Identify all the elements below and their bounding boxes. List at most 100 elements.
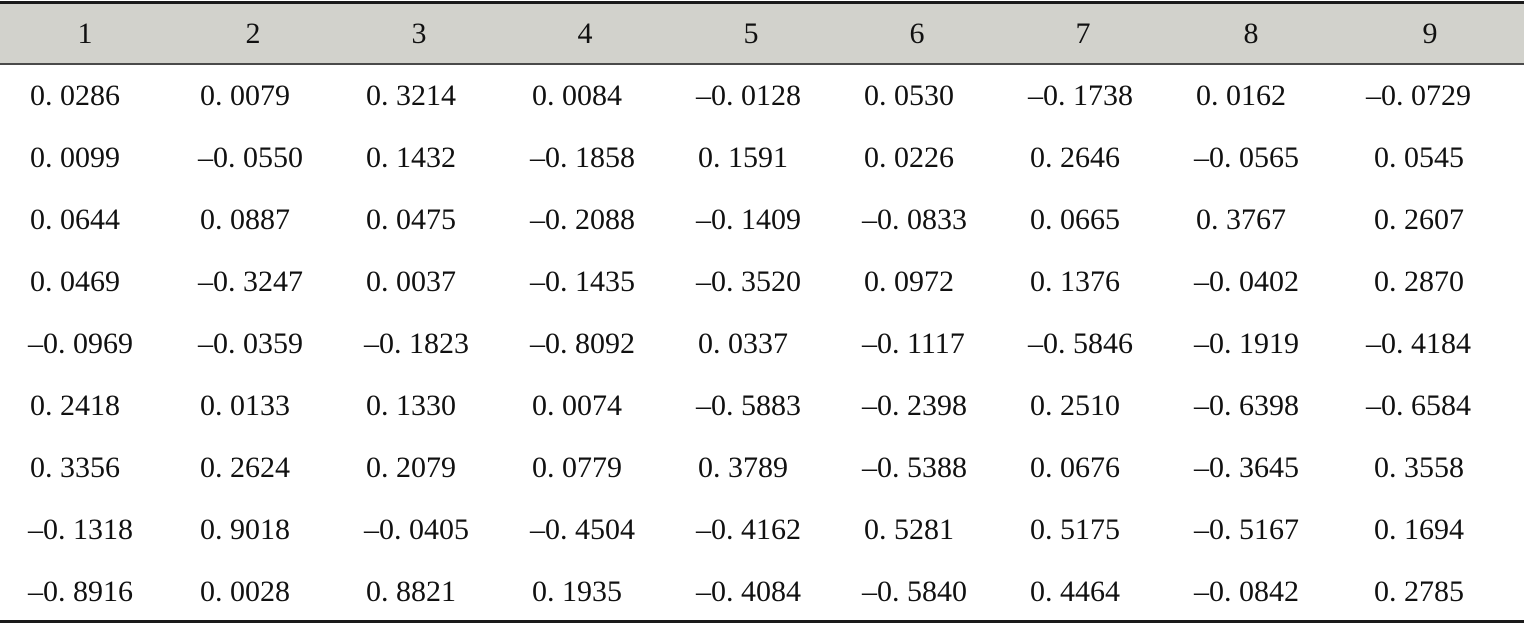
table-row: –0. 8916 0. 0028 0. 8821 0. 1935 –0. 4084 –0.… (0, 561, 1524, 623)
table-cell: 0. 0475 (366, 203, 456, 236)
table-cell: 0. 3214 (366, 79, 456, 112)
table-header-row: 1 2 3 4 5 6 7 8 9 (0, 4, 1524, 65)
table-cell: –0. 0405 (364, 513, 469, 546)
table-cell: 0. 0162 (1196, 79, 1286, 112)
table-cell: 0. 3356 (30, 451, 120, 484)
table-row: 0. 0469 –0. 3247 0. 0037 –0. 1435 –0. 3520 0.… (0, 251, 1524, 313)
table-cell: 0. 1376 (1030, 265, 1120, 298)
table-cell: –0. 0128 (696, 79, 801, 112)
table-cell: –0. 1919 (1194, 327, 1299, 360)
table-row: 0. 0644 0. 0887 0. 0475 –0. 2088 –0. 1409 –0.… (0, 189, 1524, 251)
table-cell: 0. 2510 (1030, 389, 1120, 422)
column-header-8: 8 (1243, 16, 1259, 50)
table-row: –0. 1318 0. 9018 –0. 0405 –0. 4504 –0. 4162 0… (0, 499, 1524, 561)
table-cell: –0. 8916 (28, 575, 133, 608)
table-bottom-rule (0, 620, 1524, 623)
table-cell: 0. 3558 (1374, 451, 1464, 484)
table-cell: 0. 0226 (864, 141, 954, 174)
table-row: 0. 2418 0. 0133 0. 1330 0. 0074 –0. 5883 –0. … (0, 375, 1524, 437)
table-cell: 0. 5175 (1030, 513, 1120, 546)
table-cell: 0. 0972 (864, 265, 954, 298)
table-cell: –0. 5167 (1194, 513, 1299, 546)
table-cell: 0. 2870 (1374, 265, 1464, 298)
table-cell: 0. 0779 (532, 451, 622, 484)
table-cell: 0. 1694 (1374, 513, 1464, 546)
table-cell: 0. 0545 (1374, 141, 1464, 174)
table-cell: 0. 2418 (30, 389, 120, 422)
table-cell: 0. 3789 (698, 451, 788, 484)
table-cell: 0. 1591 (698, 141, 788, 174)
table-cell: –0. 1318 (28, 513, 133, 546)
table-cell: –0. 4084 (696, 575, 801, 608)
table-cell: –0. 5846 (1028, 327, 1133, 360)
table-row: 0. 0286 0. 0079 0. 3214 0. 0084 –0. 0128 0. 0… (0, 65, 1524, 127)
column-header-2: 2 (245, 16, 261, 50)
table-cell: –0. 0842 (1194, 575, 1299, 608)
column-header-3: 3 (411, 16, 427, 50)
table-cell: –0. 0729 (1366, 79, 1471, 112)
table-cell: 0. 2646 (1030, 141, 1120, 174)
table-cell: 0. 0037 (366, 265, 456, 298)
table-cell: –0. 0402 (1194, 265, 1299, 298)
table-top-rule (0, 1, 1524, 4)
table-cell: 0. 2079 (366, 451, 456, 484)
table-cell: 0. 0665 (1030, 203, 1120, 236)
table-cell: –0. 1117 (862, 327, 965, 360)
table-cell: 0. 8821 (366, 575, 456, 608)
table-cell: –0. 1823 (364, 327, 469, 360)
table-row: –0. 0969 –0. 0359 –0. 1823 –0. 8092 0. 0337 –… (0, 313, 1524, 375)
table-cell: –0. 0833 (862, 203, 967, 236)
table-cell: 0. 3767 (1196, 203, 1286, 236)
table-cell: –0. 8092 (530, 327, 635, 360)
table-cell: –0. 4184 (1366, 327, 1471, 360)
table-cell: 0. 0074 (532, 389, 622, 422)
table-cell: –0. 5388 (862, 451, 967, 484)
column-header-1: 1 (77, 16, 93, 50)
table-cell: 0. 0676 (1030, 451, 1120, 484)
table-cell: –0. 5840 (862, 575, 967, 608)
table-cell: –0. 1858 (530, 141, 635, 174)
table-cell: 0. 0084 (532, 79, 622, 112)
table-cell: –0. 4162 (696, 513, 801, 546)
table-cell: 0. 2785 (1374, 575, 1464, 608)
table-cell: –0. 3247 (198, 265, 303, 298)
table-cell: –0. 2398 (862, 389, 967, 422)
table-cell: –0. 6584 (1366, 389, 1471, 422)
table-row: 0. 0099 –0. 0550 0. 1432 –0. 1858 0. 1591 0. … (0, 127, 1524, 189)
table-row: 0. 3356 0. 2624 0. 2079 0. 0779 0. 3789 –0. 5… (0, 437, 1524, 499)
table-cell: –0. 0359 (198, 327, 303, 360)
table-cell: 0. 1432 (366, 141, 456, 174)
table-cell: –0. 0550 (198, 141, 303, 174)
table-cell: 0. 1935 (532, 575, 622, 608)
column-header-6: 6 (909, 16, 925, 50)
table-cell: –0. 1409 (696, 203, 801, 236)
table-cell: –0. 1435 (530, 265, 635, 298)
table-cell: –0. 5883 (696, 389, 801, 422)
table-cell: 0. 0028 (200, 575, 290, 608)
table-cell: –0. 0969 (28, 327, 133, 360)
table-cell: 0. 0530 (864, 79, 954, 112)
table-cell: 0. 0337 (698, 327, 788, 360)
column-header-4: 4 (577, 16, 593, 50)
table-cell: 0. 4464 (1030, 575, 1120, 608)
table-cell: 0. 2624 (200, 451, 290, 484)
table-cell: 0. 1330 (366, 389, 456, 422)
table-cell: 0. 0644 (30, 203, 120, 236)
table-cell: 0. 5281 (864, 513, 954, 546)
table-cell: 0. 0099 (30, 141, 120, 174)
column-header-9: 9 (1422, 16, 1438, 50)
table-cell: –0. 0565 (1194, 141, 1299, 174)
table-cell: –0. 3645 (1194, 451, 1299, 484)
table-body: 0. 0286 0. 0079 0. 3214 0. 0084 –0. 0128 0. 0… (0, 65, 1524, 623)
table-cell: –0. 4504 (530, 513, 635, 546)
table-cell: –0. 1738 (1028, 79, 1133, 112)
table-cell: –0. 3520 (696, 265, 801, 298)
column-header-5: 5 (743, 16, 759, 50)
table-cell: 0. 9018 (200, 513, 290, 546)
table-cell: 0. 0469 (30, 265, 120, 298)
table-cell: –0. 6398 (1194, 389, 1299, 422)
table-cell: 0. 0079 (200, 79, 290, 112)
table-cell: 0. 0133 (200, 389, 290, 422)
table-cell: 0. 0286 (30, 79, 120, 112)
